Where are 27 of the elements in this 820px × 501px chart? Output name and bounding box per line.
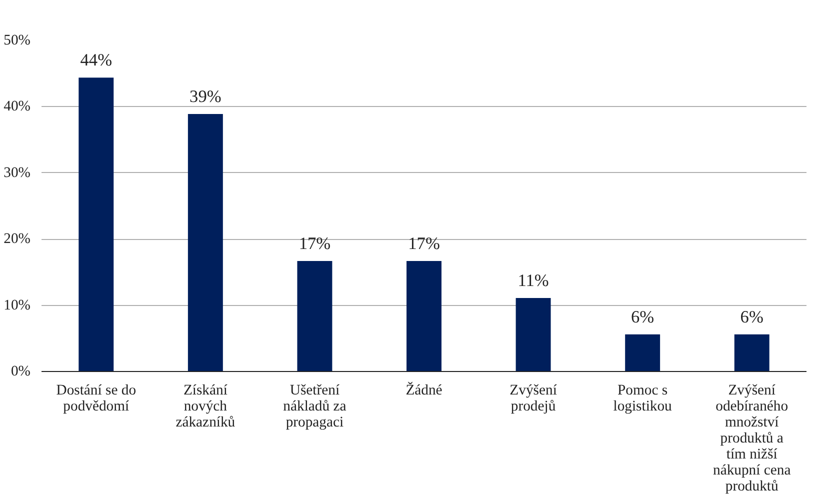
bar <box>188 114 223 372</box>
data-label: 44% <box>80 50 112 70</box>
y-tick-label: 0% <box>10 364 31 380</box>
x-tick-label: Ušetření nákladů za propagaci <box>283 382 347 430</box>
data-label: 17% <box>408 234 440 253</box>
bar <box>625 334 660 372</box>
bar <box>406 260 442 372</box>
data-label: 11% <box>518 271 549 290</box>
y-tick-label: 20% <box>4 231 31 248</box>
bar <box>734 334 770 372</box>
x-tick-label: Žádné <box>406 382 442 398</box>
y-tick-label: 10% <box>4 297 31 314</box>
data-label: 39% <box>190 86 222 106</box>
x-tick-label: Zvýšení odebíraného množství produktů a tím nižší nákupní cena produktů <box>712 382 792 494</box>
x-tick-label: Dostání se do podvědomí <box>56 382 136 414</box>
y-tick-label: 40% <box>4 98 31 115</box>
data-label: 17% <box>298 234 331 253</box>
y-tick-label: 50% <box>4 32 31 48</box>
data-label: 6% <box>740 307 764 326</box>
x-tick-label: Pomoc s logistikou <box>613 382 673 414</box>
data-label: 6% <box>631 307 654 326</box>
x-tick-label: Získání nových zákazníků <box>176 382 236 430</box>
x-tick-label: Zvýšení prodejů <box>510 382 557 414</box>
y-tick-label: 30% <box>4 164 31 181</box>
bar <box>78 78 114 372</box>
bar <box>516 298 551 372</box>
bar <box>297 260 332 372</box>
